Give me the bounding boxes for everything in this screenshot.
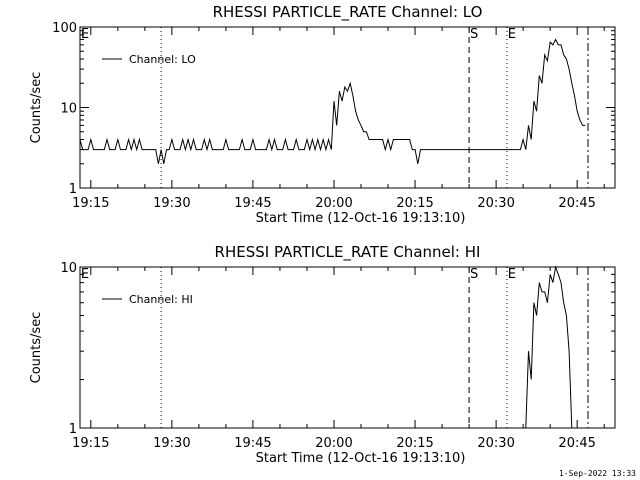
legend-entry: Channel: LO [129,53,196,66]
plot-frame [79,26,616,189]
series-line [79,38,586,164]
chart-panel-1: RHESSI PARTICLE_RATE Channel: HI 19:15 19:… [29,243,616,466]
event-marker-label: E [81,27,89,42]
y-axis-label: Counts/sec [29,312,44,384]
x-tick-label: 19:45 [234,196,271,211]
x-tick-label: 19:15 [72,436,109,451]
x-tick-label: 20:00 [315,436,352,451]
chart-panel-0: RHESSI PARTICLE_RATE Channel: LO 19:15 19:… [29,3,616,226]
x-tick-label: 19:30 [153,196,190,211]
x-tick-label: 20:45 [558,196,595,211]
chart-title: RHESSI PARTICLE_RATE Channel: LO [213,3,483,22]
x-tick-label: 20:15 [396,436,433,451]
x-tick-label: 20:30 [477,196,514,211]
x-tick-label: 19:30 [153,436,190,451]
event-marker-label: S [470,27,478,42]
x-axis-label: Start Time (12-Oct-16 19:13:10) [256,211,466,226]
y-tick-label: 1 [69,422,77,437]
x-tick-label: 19:15 [72,196,109,211]
chart-title: RHESSI PARTICLE_RATE Channel: HI [215,243,481,262]
event-marker-label: E [508,27,516,42]
legend-entry: Channel: HI [129,293,193,306]
event-marker-label: E [508,267,516,282]
x-tick-label: 19:45 [234,436,271,451]
x-tick-label: 20:00 [315,196,352,211]
x-tick-label: 20:45 [558,436,595,451]
y-tick-label: 10 [60,261,77,276]
y-tick-label: 10 [60,102,77,117]
event-marker-label: E [81,267,89,282]
y-tick-label: 100 [52,21,77,36]
plot-frame [79,266,616,429]
event-marker-label: S [470,267,478,282]
footer-timestamp: 1-Sep-2022 13:33 [558,469,636,478]
y-axis-label: Counts/sec [29,72,44,144]
x-tick-label: 20:30 [477,436,514,451]
y-tick-label: 1 [69,182,77,197]
x-axis-label: Start Time (12-Oct-16 19:13:10) [256,451,466,466]
x-tick-label: 20:15 [396,196,433,211]
series-line [523,265,575,429]
